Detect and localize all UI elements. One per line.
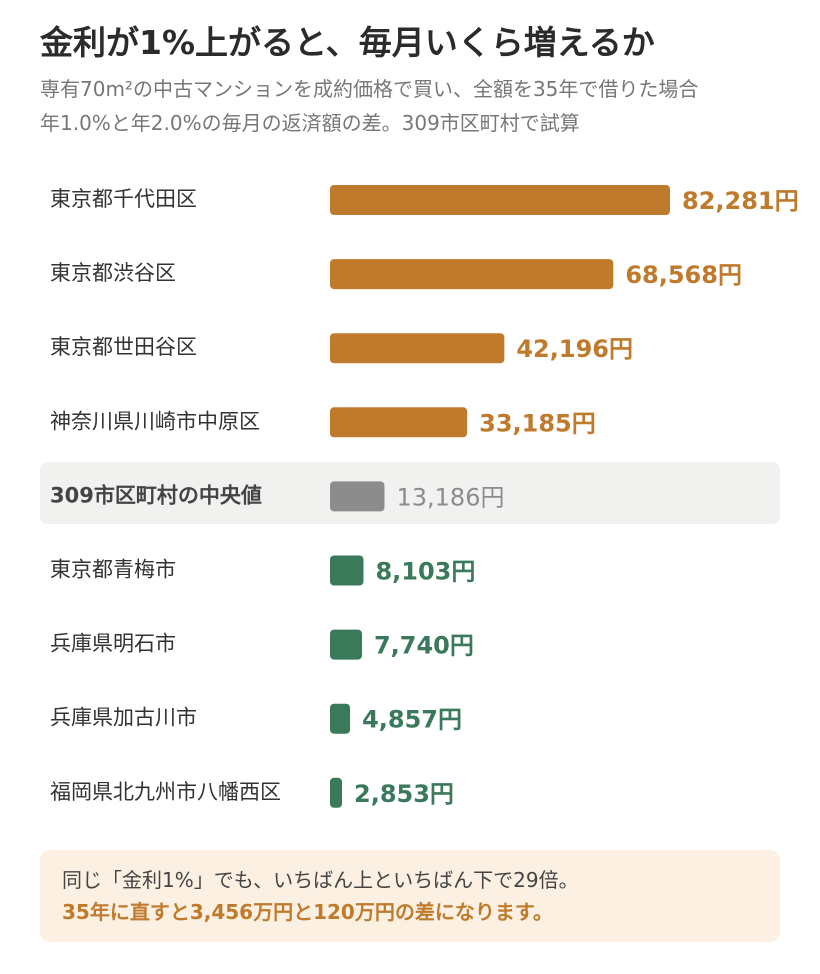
note-line-1: 同じ「金利1%」でも、いちばん上といちばん下で29倍。 (62, 868, 579, 892)
data-label: 8,103円 (375, 558, 475, 586)
data-label: 7,740円 (374, 632, 474, 660)
category-label: 兵庫県明石市 (50, 632, 176, 656)
data-label: 82,281円 (682, 187, 799, 215)
bar (330, 703, 351, 734)
median-row-highlight (40, 462, 780, 524)
category-label: 福岡県北九州市八幡西区 (50, 780, 281, 804)
chart-subtitle: 専有70m²の中古マンションを成約価格で買い、全額を35年で借りた場合 年1.0… (40, 72, 800, 140)
category-label: 東京都世田谷区 (50, 335, 197, 359)
category-label: 兵庫県加古川市 (50, 706, 197, 730)
data-label: 2,853円 (354, 780, 454, 808)
subtitle-line-2: 年1.0%と年2.0%の毎月の返済額の差。309市区町村で試算 (40, 111, 580, 135)
data-label: 13,186円 (396, 483, 504, 511)
bar (330, 481, 385, 512)
category-label: 東京都渋谷区 (50, 261, 176, 285)
data-label: 68,568円 (625, 261, 742, 289)
category-label: 309市区町村の中央値 (50, 483, 262, 507)
note-line-2: 35年に直すと3,456万円と120万円の差になります。 (62, 900, 553, 924)
bar (330, 259, 614, 290)
data-label: 33,185円 (479, 409, 596, 437)
bar (330, 555, 364, 586)
bar (330, 777, 342, 808)
bar (330, 185, 670, 215)
category-label: 神奈川県川崎市中原区 (50, 409, 260, 433)
category-label: 東京都青梅市 (50, 558, 176, 582)
chart-title: 金利が1%上がると、毎月いくら増えるか (40, 23, 655, 62)
bar (330, 629, 362, 660)
category-label: 東京都千代田区 (50, 187, 197, 211)
summary-note: 同じ「金利1%」でも、いちばん上といちばん下で29倍。 35年に直すと3,456… (40, 850, 780, 942)
bar (330, 333, 505, 364)
subtitle-line-1: 専有70m²の中古マンションを成約価格で買い、全額を35年で借りた場合 (40, 77, 699, 101)
data-label: 42,196円 (516, 335, 633, 363)
data-label: 4,857円 (362, 706, 462, 734)
bar (330, 407, 468, 438)
